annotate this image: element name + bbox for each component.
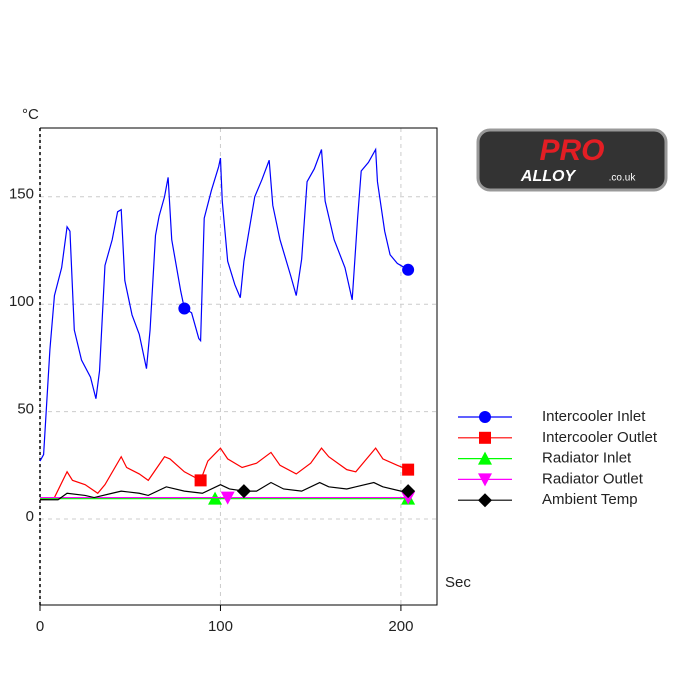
y-tick-label: 0 (26, 508, 34, 525)
plot-frame (40, 127, 438, 606)
logo: PRO ALLOY .co.uk (476, 128, 668, 192)
x-tick-label: 200 (388, 618, 413, 635)
marker (401, 484, 416, 499)
legend-label: Radiator Inlet (542, 450, 632, 467)
series-line (39, 447, 409, 501)
legend-marker (479, 431, 491, 444)
series-line (40, 481, 409, 501)
marker (236, 484, 251, 499)
y-tick-label: 150 (9, 186, 34, 203)
legend-marker (478, 493, 492, 508)
legend-label: Ambient Temp (542, 491, 638, 508)
y-unit-label: °C (22, 106, 39, 123)
series-line (39, 147, 409, 462)
legend-marker (478, 473, 492, 487)
y-tick-label: 100 (9, 293, 34, 310)
legend-marker (478, 451, 492, 465)
legend-label: Intercooler Inlet (542, 408, 646, 425)
marker (402, 263, 415, 276)
x-unit-label: Sec (445, 574, 471, 591)
logo-domain: .co.uk (609, 173, 637, 184)
legend-label: Radiator Outlet (542, 470, 644, 487)
logo-badge (476, 128, 668, 192)
marker (178, 302, 191, 315)
y-tick-label: 50 (17, 401, 34, 418)
logo-main: PRO (539, 134, 604, 167)
marker (220, 491, 235, 505)
legend-label: Intercooler Outlet (542, 429, 658, 446)
x-tick-label: 100 (208, 618, 233, 635)
logo-sub: ALLOY (520, 168, 577, 185)
marker (402, 463, 415, 476)
legend-marker (479, 411, 491, 423)
x-tick-label: 0 (36, 618, 44, 635)
marker (194, 474, 207, 487)
